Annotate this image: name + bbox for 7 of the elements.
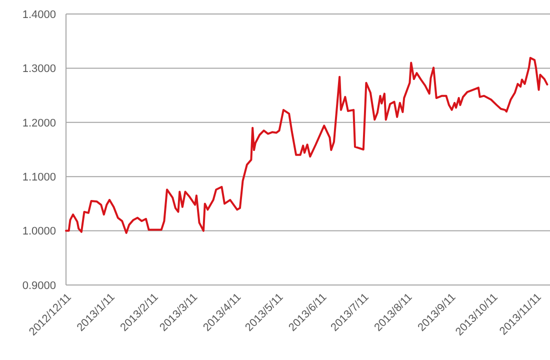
y-tick-label: 0.9000 bbox=[22, 280, 56, 292]
y-tick-label: 1.2000 bbox=[22, 117, 56, 130]
y-tick-label: 1.0000 bbox=[22, 226, 56, 238]
line-series bbox=[65, 56, 548, 234]
y-tick-label: 1.1000 bbox=[22, 171, 56, 184]
y-tick-label: 1.3000 bbox=[22, 63, 56, 76]
y-tick-label: 1.4000 bbox=[22, 8, 56, 21]
